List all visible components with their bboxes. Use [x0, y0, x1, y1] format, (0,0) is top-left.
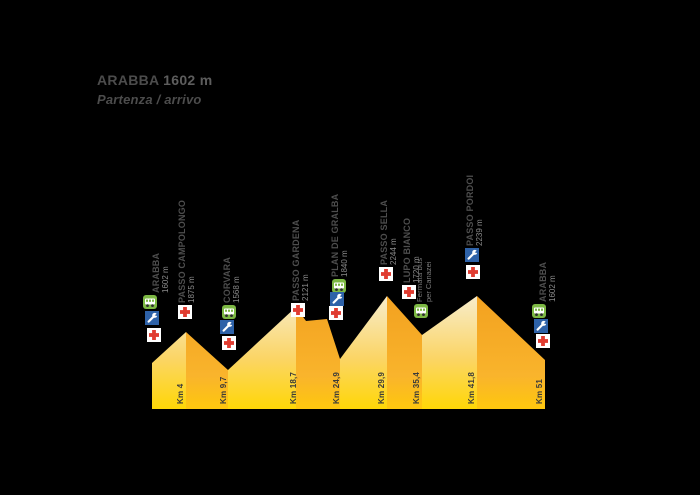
waypoint-altitude: 2244 m	[389, 238, 398, 265]
bike-service-wrench-icon	[220, 320, 234, 334]
km-label: Km 4	[176, 383, 185, 404]
km-label: Km 24,9	[332, 371, 341, 404]
profile-segment-descent-corvara	[186, 332, 228, 409]
waypoint-altitude: 1602 m	[161, 266, 170, 293]
title-subtitle: Partenza / arrivo	[97, 92, 202, 107]
km-label: Km 51	[535, 378, 544, 404]
profile-segment-descent-plandegralba	[296, 307, 340, 409]
waypoint-name: PASSO CAMPOLONGO	[177, 199, 187, 303]
bus-stop-icon	[332, 279, 346, 293]
waypoint-name: ARABBA	[538, 261, 548, 302]
waypoint-name: PASSO GARDENA	[291, 219, 301, 301]
profile-segment-descent-arabba	[477, 296, 545, 409]
first-aid-icon	[329, 306, 343, 320]
waypoint-name: LUPO BIANCO	[402, 217, 412, 283]
first-aid-icon	[379, 267, 393, 281]
page-title: ARABBA 1602 m Partenza / arrivo	[97, 72, 212, 107]
title-name: ARABBA	[97, 72, 159, 88]
waypoint-altitude: 2239 m	[475, 219, 484, 246]
waypoint-name: PASSO SELLA	[379, 199, 389, 265]
first-aid-icon	[466, 265, 480, 279]
waypoint-name: CORVARA	[222, 256, 232, 303]
waypoint-altitude: 1602 m	[548, 275, 557, 302]
waypoint-name: ARABBA	[151, 252, 161, 293]
bike-service-wrench-icon	[330, 292, 344, 306]
km-label: Km 18,7	[289, 371, 298, 404]
waypoint-altitude: 1840 m	[340, 250, 349, 277]
title-altitude: 1602 m	[163, 72, 213, 88]
profile-segment-climb-campolongo	[152, 332, 186, 409]
first-aid-icon	[536, 334, 550, 348]
bike-service-wrench-icon	[465, 248, 479, 262]
first-aid-icon	[402, 285, 416, 299]
profile-segment-climb-pordoi	[422, 296, 477, 409]
bike-service-wrench-icon	[145, 311, 159, 325]
bus-stop-icon	[143, 295, 157, 309]
waypoint-altitude: 1875 m	[187, 276, 196, 303]
bike-service-wrench-icon	[534, 319, 548, 333]
first-aid-icon	[291, 303, 305, 317]
waypoint-name: PASSO PORDOI	[465, 174, 475, 246]
km-label: Km 41,8	[467, 371, 476, 404]
km-label: Km 9,7	[219, 376, 228, 404]
km-label: Km 29,9	[377, 371, 386, 404]
waypoint-altitude: 1568 m	[232, 276, 241, 303]
first-aid-icon	[147, 328, 161, 342]
bus-stop-icon	[222, 305, 236, 319]
profile-segment-climb-gardena	[228, 307, 296, 409]
first-aid-icon	[222, 336, 236, 350]
bus-stop-icon	[414, 304, 428, 318]
bus-stop-icon	[532, 304, 546, 318]
first-aid-icon	[178, 305, 192, 319]
waypoint-name: PLAN DE GRALBA	[330, 193, 340, 277]
profile-segment-descent-lupobianco	[387, 296, 422, 409]
km-label: Km 35,4	[412, 371, 421, 404]
profile-segment-climb-sella	[340, 296, 387, 409]
waypoint-altitude: per Canazei	[423, 261, 433, 302]
waypoint-altitude: 2121 m	[301, 274, 310, 301]
